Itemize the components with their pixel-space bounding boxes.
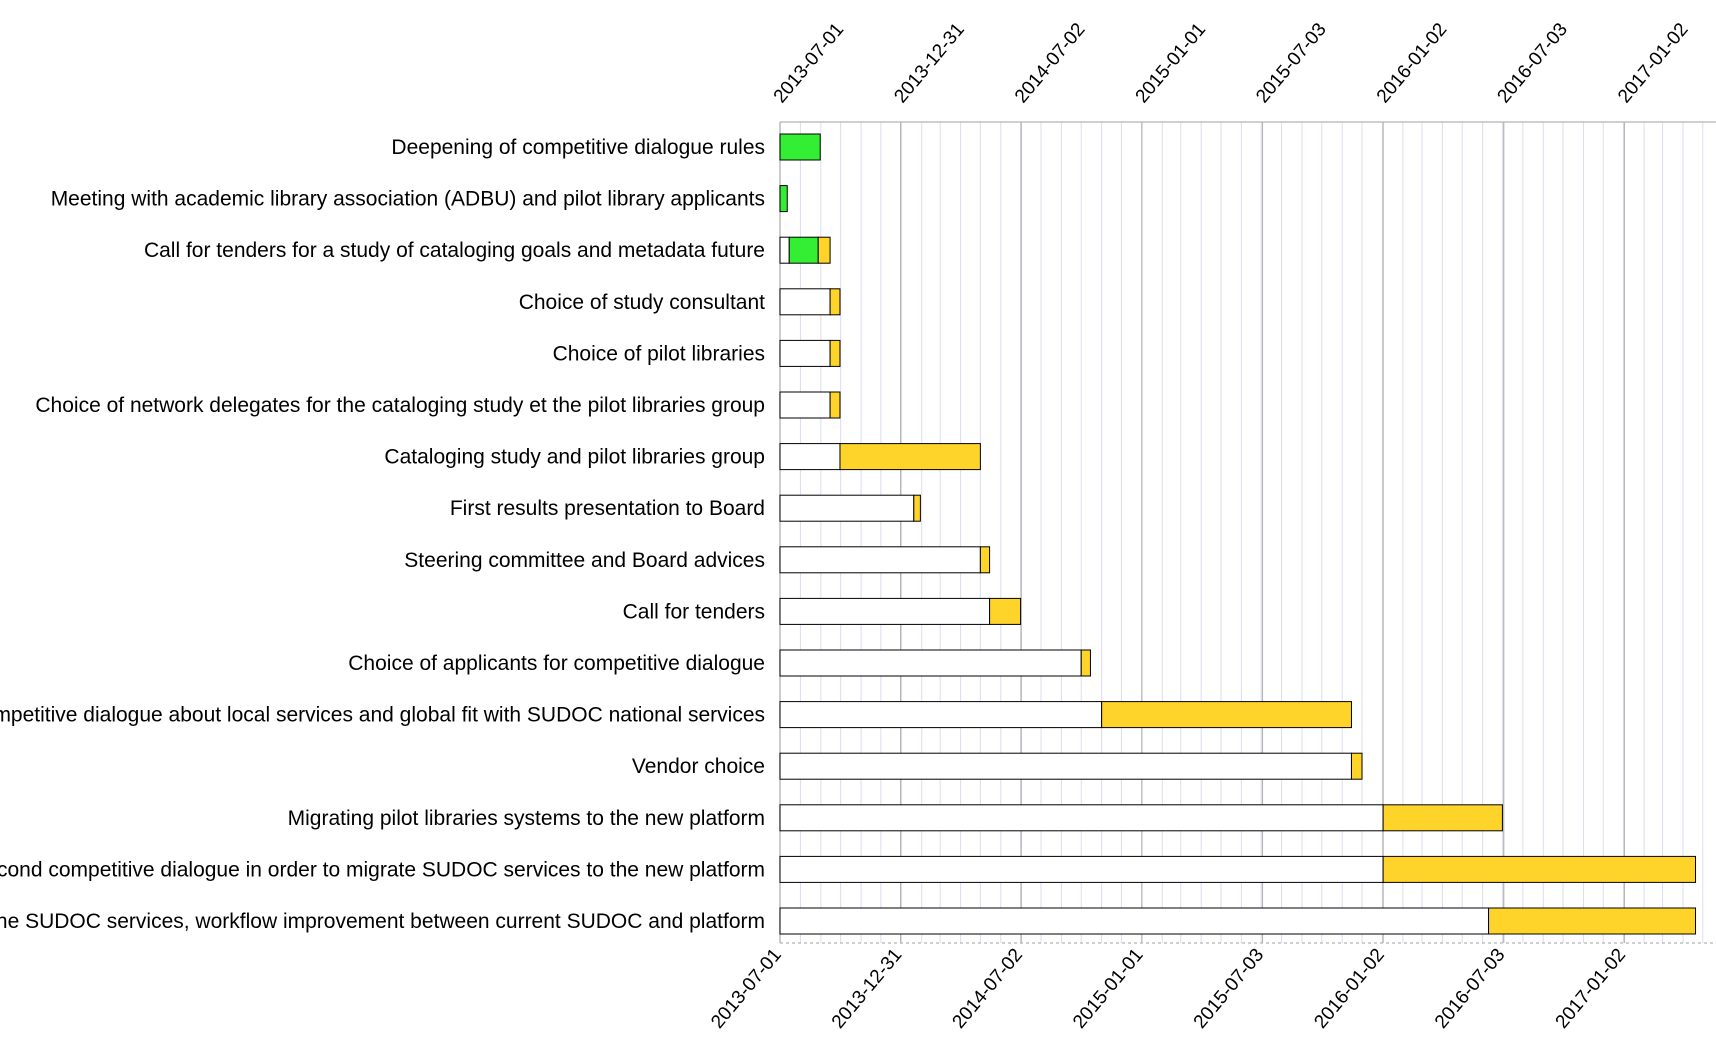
task-row xyxy=(779,236,831,264)
lead-bar xyxy=(779,907,1490,935)
lead-bar xyxy=(779,546,981,574)
remaining-bar xyxy=(913,494,921,522)
lead-bar xyxy=(779,752,1352,780)
lead-bar xyxy=(779,288,831,316)
lead-bar xyxy=(779,236,790,264)
task-bars xyxy=(779,133,1697,935)
remaining-bar xyxy=(1488,907,1697,935)
task-row xyxy=(779,701,1352,729)
task-label: Meeting with academic library associatio… xyxy=(51,188,765,211)
task-row xyxy=(779,804,1503,832)
remaining-bar xyxy=(829,288,841,316)
remaining-bar xyxy=(829,391,841,419)
task-label: Cataloging study and pilot libraries gro… xyxy=(384,446,765,469)
task-label: Choice of network delegates for the cata… xyxy=(35,394,765,417)
completed-bar xyxy=(788,236,819,264)
task-row xyxy=(779,907,1697,935)
completed-bar xyxy=(779,185,788,213)
task-label: Deepening of competitive dialogue rules xyxy=(391,136,765,159)
task-row xyxy=(779,133,821,161)
remaining-bar xyxy=(1101,701,1352,729)
remaining-bar xyxy=(839,443,981,471)
task-label: Pilot libraries and network preparation … xyxy=(0,910,765,933)
task-row xyxy=(779,443,981,471)
lead-bar xyxy=(779,701,1103,729)
task-label: First results presentation to Board xyxy=(450,497,765,520)
task-label: Call for tenders for a study of catalogi… xyxy=(144,239,765,262)
lead-bar xyxy=(779,494,915,522)
task-label: Migrating pilot libraries systems to the… xyxy=(288,807,765,830)
lead-bar xyxy=(779,443,841,471)
remaining-bar xyxy=(989,597,1022,625)
lead-bar xyxy=(779,855,1384,883)
task-label: First competitive dialogue about local s… xyxy=(0,704,765,727)
completed-bar xyxy=(779,133,821,161)
remaining-bar xyxy=(979,546,991,574)
task-label: Choice of pilot libraries xyxy=(553,342,765,365)
remaining-bar xyxy=(829,339,841,367)
task-row xyxy=(779,494,921,522)
remaining-bar xyxy=(1080,649,1091,677)
task-row xyxy=(779,752,1363,780)
task-row xyxy=(779,339,841,367)
task-row xyxy=(779,597,1022,625)
lead-bar xyxy=(779,391,831,419)
task-label: Choice of applicants for competitive dia… xyxy=(348,652,765,675)
remaining-bar xyxy=(1350,752,1363,780)
task-row xyxy=(779,649,1091,677)
lead-bar xyxy=(779,804,1384,832)
lead-bar xyxy=(779,597,991,625)
remaining-bar xyxy=(1382,855,1697,883)
task-row xyxy=(779,391,841,419)
task-row xyxy=(779,185,788,213)
task-row xyxy=(779,546,991,574)
lead-bar xyxy=(779,339,831,367)
task-label: Choice of study consultant xyxy=(519,291,765,314)
task-row xyxy=(779,288,841,316)
task-label: Steering committee and Board advices xyxy=(404,549,765,572)
remaining-bar xyxy=(1382,804,1503,832)
task-label: Call for tenders xyxy=(623,600,765,623)
task-label: Second competitive dialogue in order to … xyxy=(0,858,765,881)
task-label: Vendor choice xyxy=(632,755,765,778)
task-labels: Deepening of competitive dialogue rules M… xyxy=(0,136,765,933)
remaining-bar xyxy=(817,236,831,264)
lead-bar xyxy=(779,649,1082,677)
task-row xyxy=(779,855,1697,883)
